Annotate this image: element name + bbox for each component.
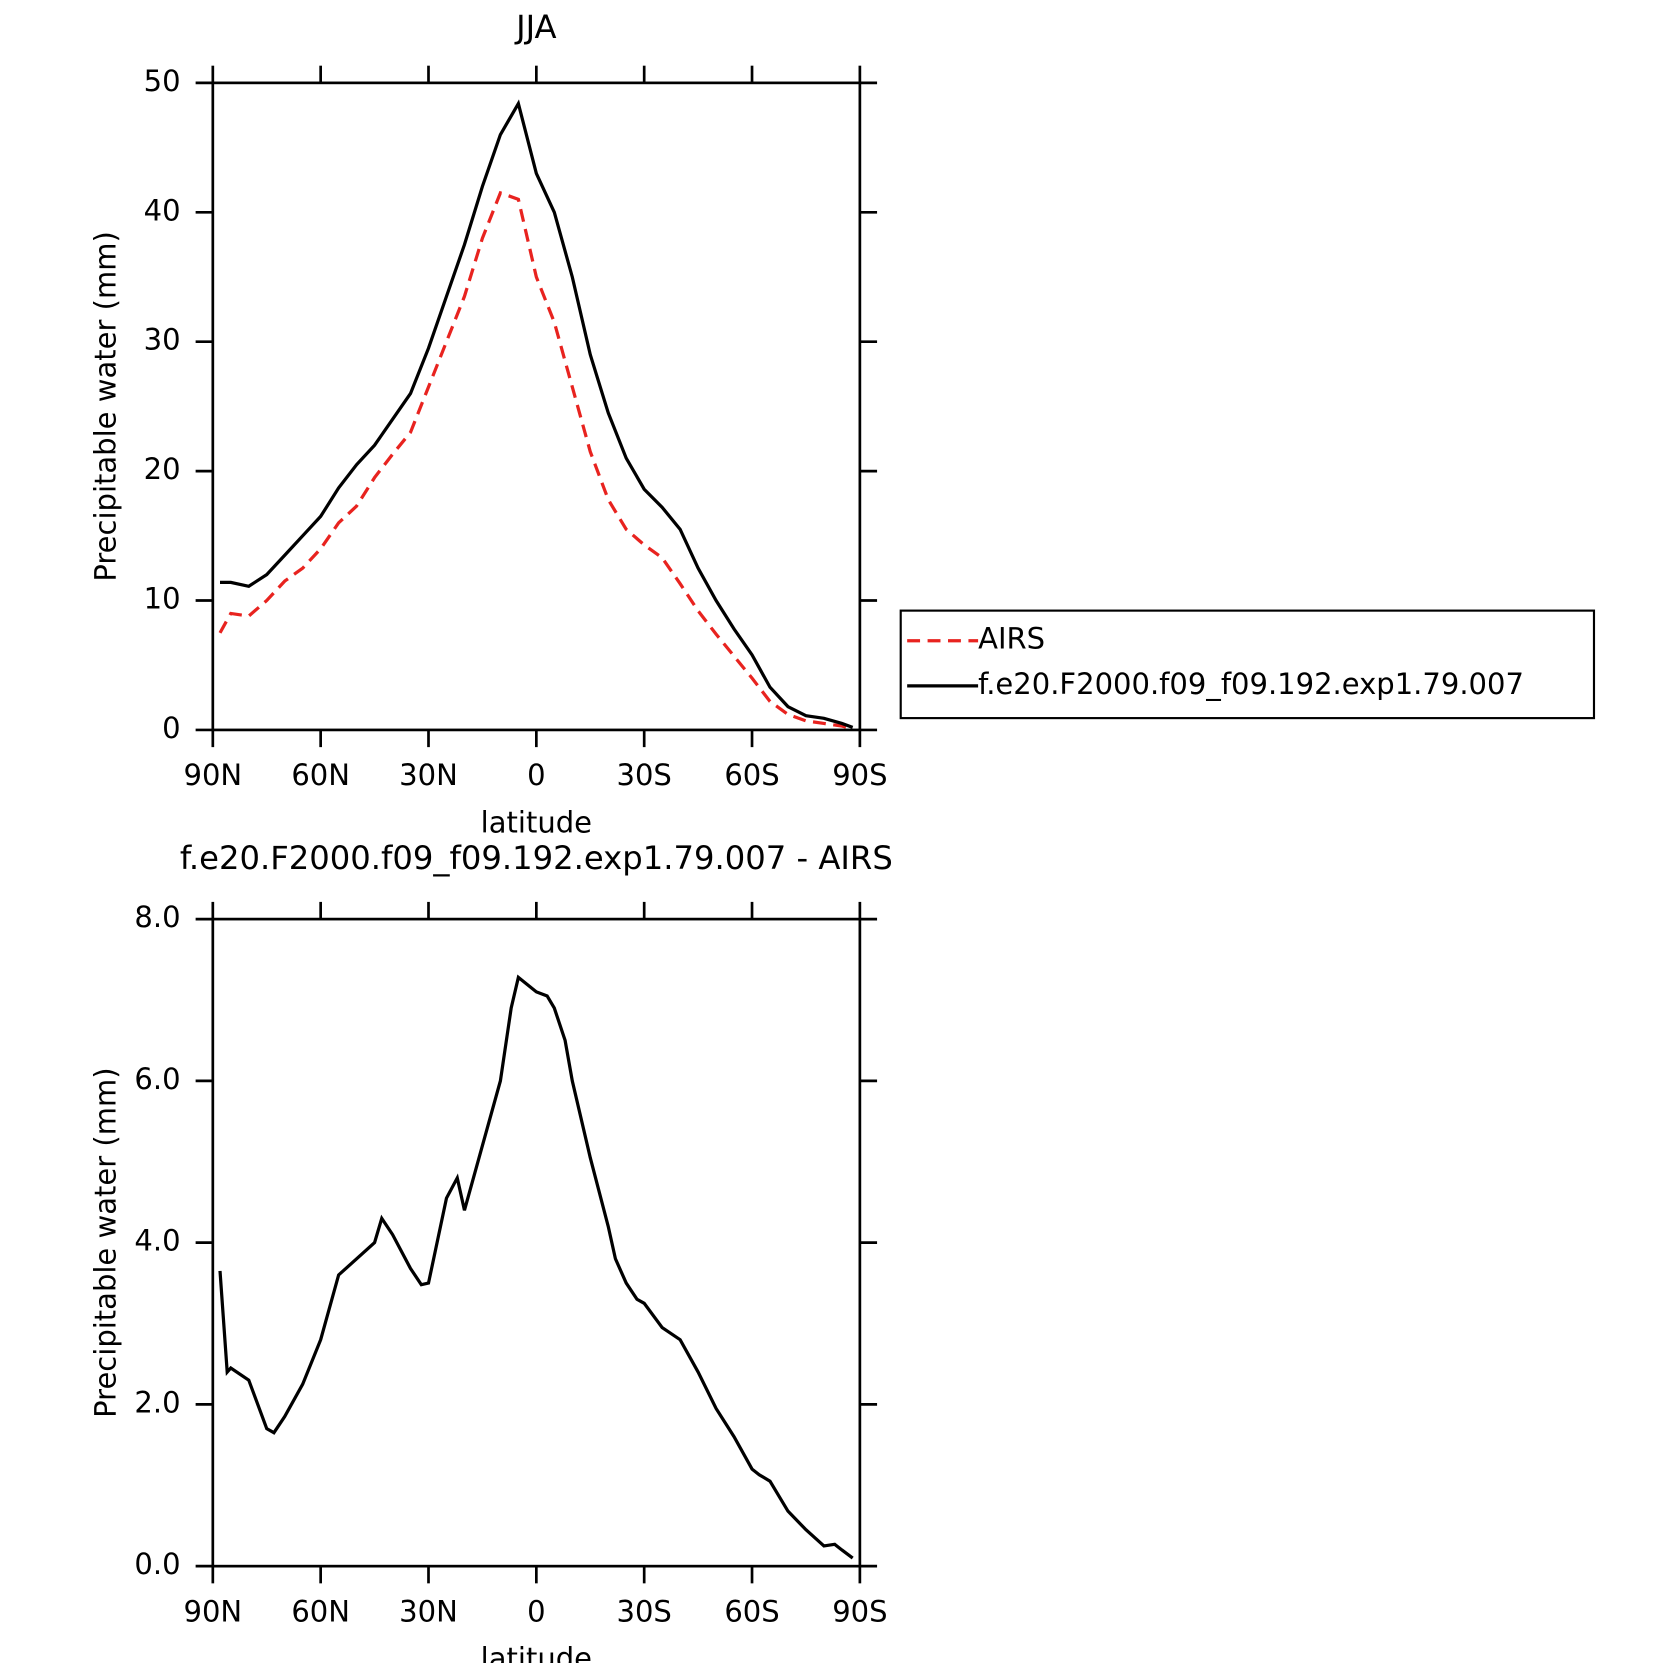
y-axis-label: Precipitable water (mm) — [88, 231, 122, 581]
x-tick-label: 30N — [399, 758, 458, 792]
x-tick-label: 30S — [617, 1594, 672, 1628]
x-tick-label: 30S — [617, 758, 672, 792]
x-tick-label: 90N — [183, 1594, 242, 1628]
legend-box — [899, 609, 1596, 720]
legend-label: AIRS — [978, 622, 1045, 656]
plot-frame — [211, 81, 862, 732]
y-tick-label: 0 — [162, 711, 180, 745]
x-tick-label: 90S — [832, 1594, 887, 1628]
plot-frame — [211, 917, 862, 1568]
y-axis-label: Precipitable water (mm) — [88, 1067, 122, 1417]
data-line — [218, 974, 854, 1560]
x-tick-label: 90N — [183, 758, 242, 792]
y-tick-label: 20 — [144, 452, 181, 486]
y-tick-label: 4.0 — [134, 1224, 180, 1258]
x-tick-label: 60N — [291, 758, 350, 792]
x-tick-label: 0 — [527, 1594, 545, 1628]
y-tick-label: 8.0 — [134, 900, 180, 934]
y-tick-label: 6.0 — [134, 1062, 180, 1096]
x-axis-label: latitude — [481, 1642, 592, 1663]
y-tick-label: 2.0 — [134, 1385, 180, 1419]
data-line — [220, 99, 854, 729]
x-tick-label: 30N — [399, 1594, 458, 1628]
chart-title: f.e20.F2000.f09_f09.192.exp1.79.007 - AI… — [180, 839, 893, 877]
data-line — [218, 190, 854, 731]
x-axis-label: latitude — [481, 806, 592, 840]
chart-title: JJA — [514, 8, 556, 46]
y-tick-label: 50 — [144, 64, 181, 98]
y-tick-label: 0.0 — [134, 1547, 180, 1581]
x-tick-label: 60N — [291, 1594, 350, 1628]
x-tick-label: 60S — [724, 1594, 779, 1628]
legend-label: f.e20.F2000.f09_f09.192.exp1.79.007 — [978, 667, 1524, 701]
x-tick-label: 60S — [724, 758, 779, 792]
x-tick-label: 0 — [527, 758, 545, 792]
y-tick-label: 30 — [144, 323, 181, 357]
y-tick-label: 10 — [144, 582, 181, 616]
y-tick-label: 40 — [144, 193, 181, 227]
x-tick-label: 90S — [832, 758, 887, 792]
